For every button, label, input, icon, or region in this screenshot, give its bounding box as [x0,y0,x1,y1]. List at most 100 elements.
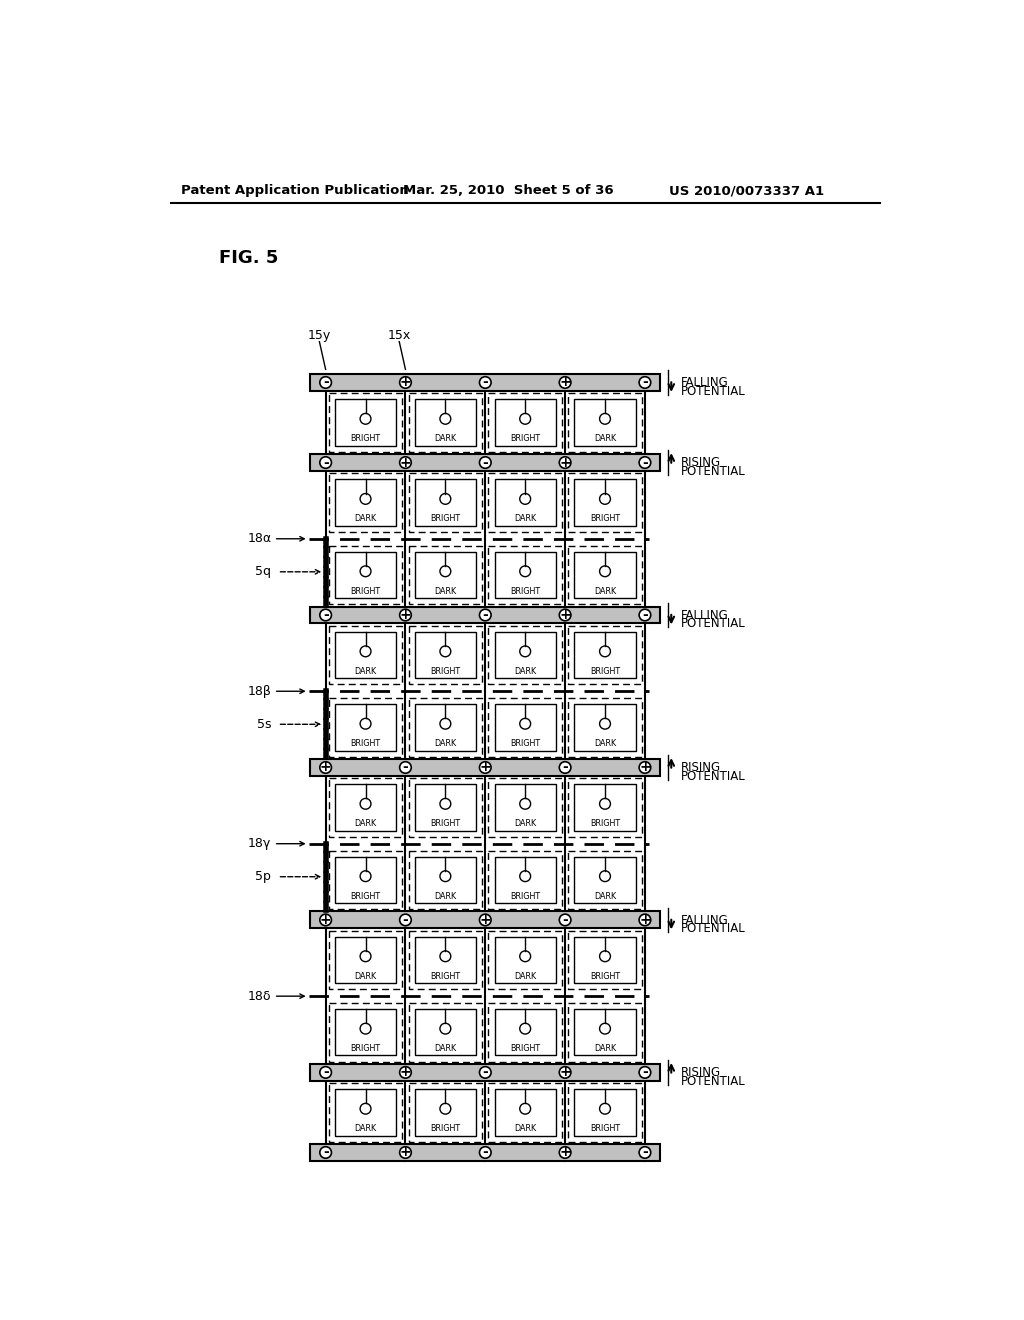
Text: DARK: DARK [514,667,537,676]
Circle shape [479,1067,492,1078]
Text: POTENTIAL: POTENTIAL [681,1074,745,1088]
Bar [574,784,636,830]
Text: POTENTIAL: POTENTIAL [681,923,745,936]
Circle shape [399,762,412,774]
Bar [409,1003,482,1061]
Circle shape [319,1147,332,1158]
Text: +: + [479,913,492,927]
Circle shape [600,799,610,809]
Bar [574,937,636,983]
Bar [488,850,562,909]
Text: BRIGHT: BRIGHT [430,972,461,981]
Circle shape [520,718,530,729]
Text: DARK: DARK [594,739,616,748]
Bar [495,632,556,678]
Text: +: + [559,1065,571,1080]
Circle shape [559,457,571,469]
Text: +: + [399,375,412,389]
Text: +: + [319,760,332,775]
Bar [415,857,476,903]
Text: 18β: 18β [248,685,271,698]
Bar [335,937,396,983]
Bar [310,759,660,776]
Circle shape [319,915,332,925]
Circle shape [639,915,650,925]
Text: DARK: DARK [514,820,537,829]
Bar [495,784,556,830]
Text: FIG. 5: FIG. 5 [219,249,279,267]
Bar [335,552,396,598]
Text: 18α: 18α [247,532,271,545]
Bar [574,705,636,751]
Text: US 2010/0073337 A1: US 2010/0073337 A1 [669,185,824,197]
Bar [568,393,642,451]
Text: +: + [559,455,571,470]
Bar [574,1010,636,1056]
Bar [335,479,396,525]
Text: DARK: DARK [594,434,616,444]
Circle shape [600,1023,610,1034]
Circle shape [319,762,332,774]
Text: POTENTIAL: POTENTIAL [681,465,745,478]
Text: 18δ: 18δ [248,990,271,1003]
Text: -: - [482,375,488,389]
Circle shape [440,718,451,729]
Circle shape [440,413,451,424]
Circle shape [520,871,530,882]
Text: POTENTIAL: POTENTIAL [681,770,745,783]
Text: BRIGHT: BRIGHT [350,587,381,595]
Circle shape [639,1147,650,1158]
Bar [415,1089,476,1135]
Text: -: - [642,1146,648,1159]
Circle shape [360,718,371,729]
Text: BRIGHT: BRIGHT [510,1044,541,1053]
Bar [329,474,402,532]
Text: DARK: DARK [354,667,377,676]
Circle shape [600,1104,610,1114]
Circle shape [600,871,610,882]
Bar [329,626,402,684]
Text: +: + [559,1146,571,1159]
Bar [488,779,562,837]
Circle shape [399,1067,412,1078]
Circle shape [520,494,530,504]
Bar [574,857,636,903]
Circle shape [360,799,371,809]
Circle shape [440,799,451,809]
Text: -: - [402,913,409,927]
Circle shape [520,1023,530,1034]
Bar [409,698,482,756]
Text: FALLING: FALLING [681,913,728,927]
Text: DARK: DARK [354,1125,377,1133]
Text: BRIGHT: BRIGHT [430,667,461,676]
Bar [415,632,476,678]
Circle shape [520,566,530,577]
Text: -: - [402,760,409,775]
Text: -: - [323,455,329,470]
Bar [568,850,642,909]
Text: -: - [482,1146,488,1159]
Circle shape [600,494,610,504]
Bar [415,552,476,598]
Text: -: - [642,375,648,389]
Text: -: - [323,609,329,622]
Bar [310,607,660,623]
Text: DARK: DARK [594,892,616,900]
Text: BRIGHT: BRIGHT [590,972,621,981]
Circle shape [479,1147,492,1158]
Text: DARK: DARK [434,587,457,595]
Text: -: - [323,1065,329,1080]
Text: BRIGHT: BRIGHT [350,1044,381,1053]
Bar [568,1084,642,1142]
Circle shape [600,950,610,962]
Text: 15y: 15y [308,329,331,342]
Bar [329,545,402,605]
Bar [495,400,556,446]
Circle shape [440,871,451,882]
Bar [329,779,402,837]
Text: 5p: 5p [256,870,271,883]
Bar [488,474,562,532]
Text: DARK: DARK [434,739,457,748]
Circle shape [639,762,650,774]
Bar [310,374,660,391]
